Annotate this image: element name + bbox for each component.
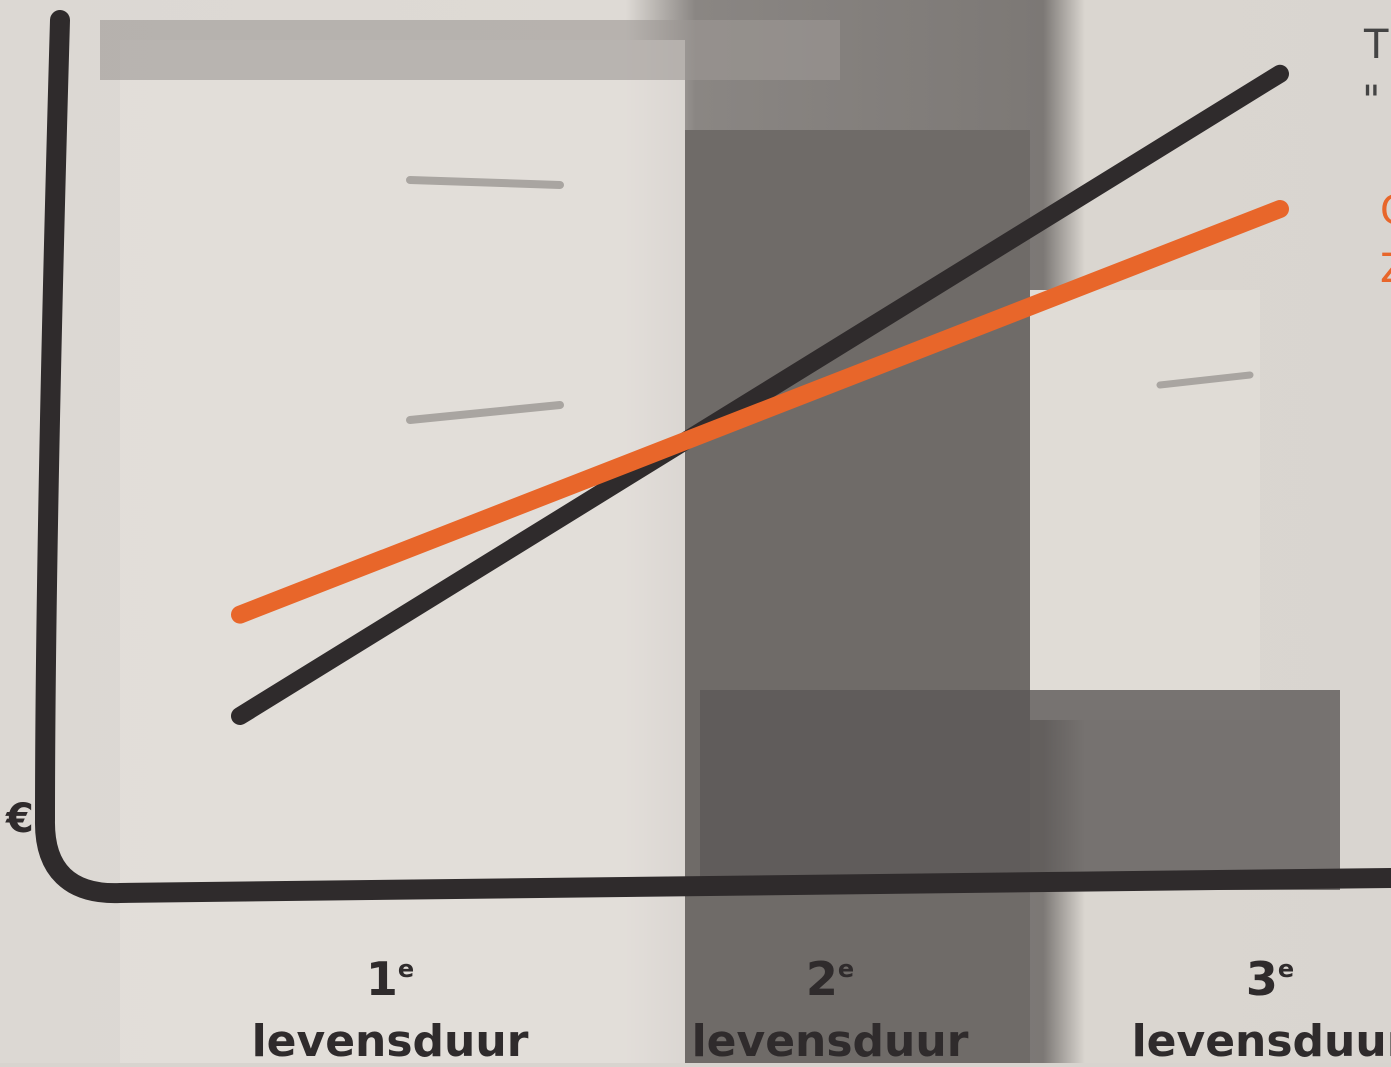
legend-text-fragment: T (1364, 22, 1389, 68)
tick-word: levensduur (251, 1016, 529, 1067)
legend-quote-fragment: " (1362, 78, 1381, 124)
x-tick-label: 2e levensduur (680, 955, 980, 1067)
background-counter (100, 20, 840, 80)
background-bin (700, 690, 1340, 890)
legend-orange-fragment-2: Z (1380, 246, 1391, 292)
tick-number: 3 (1245, 952, 1278, 1006)
background-drawer-dark (685, 130, 1030, 1063)
series-line-1 (231, 64, 1289, 725)
y-axis (34, 10, 1391, 904)
tick-number: 2 (805, 952, 838, 1006)
tick-word: levensduur (1131, 1016, 1391, 1067)
tick-superscript: e (1277, 955, 1295, 983)
tick-superscript: e (397, 955, 415, 983)
series-line-2 (231, 200, 1289, 624)
y-axis-label: € (6, 796, 34, 842)
x-tick-label: 1e levensduur (240, 955, 540, 1067)
background-handle-1 (406, 176, 564, 189)
tick-superscript: e (837, 955, 855, 983)
legend-orange-fragment-1: C (1380, 188, 1391, 234)
tick-number: 1 (365, 952, 398, 1006)
tick-word: levensduur (691, 1016, 969, 1067)
x-tick-label: 3e levensduur (1120, 955, 1391, 1067)
background-handle-3 (1156, 371, 1254, 389)
background-handle-2 (406, 401, 564, 424)
background-drawer-open (1030, 290, 1260, 720)
